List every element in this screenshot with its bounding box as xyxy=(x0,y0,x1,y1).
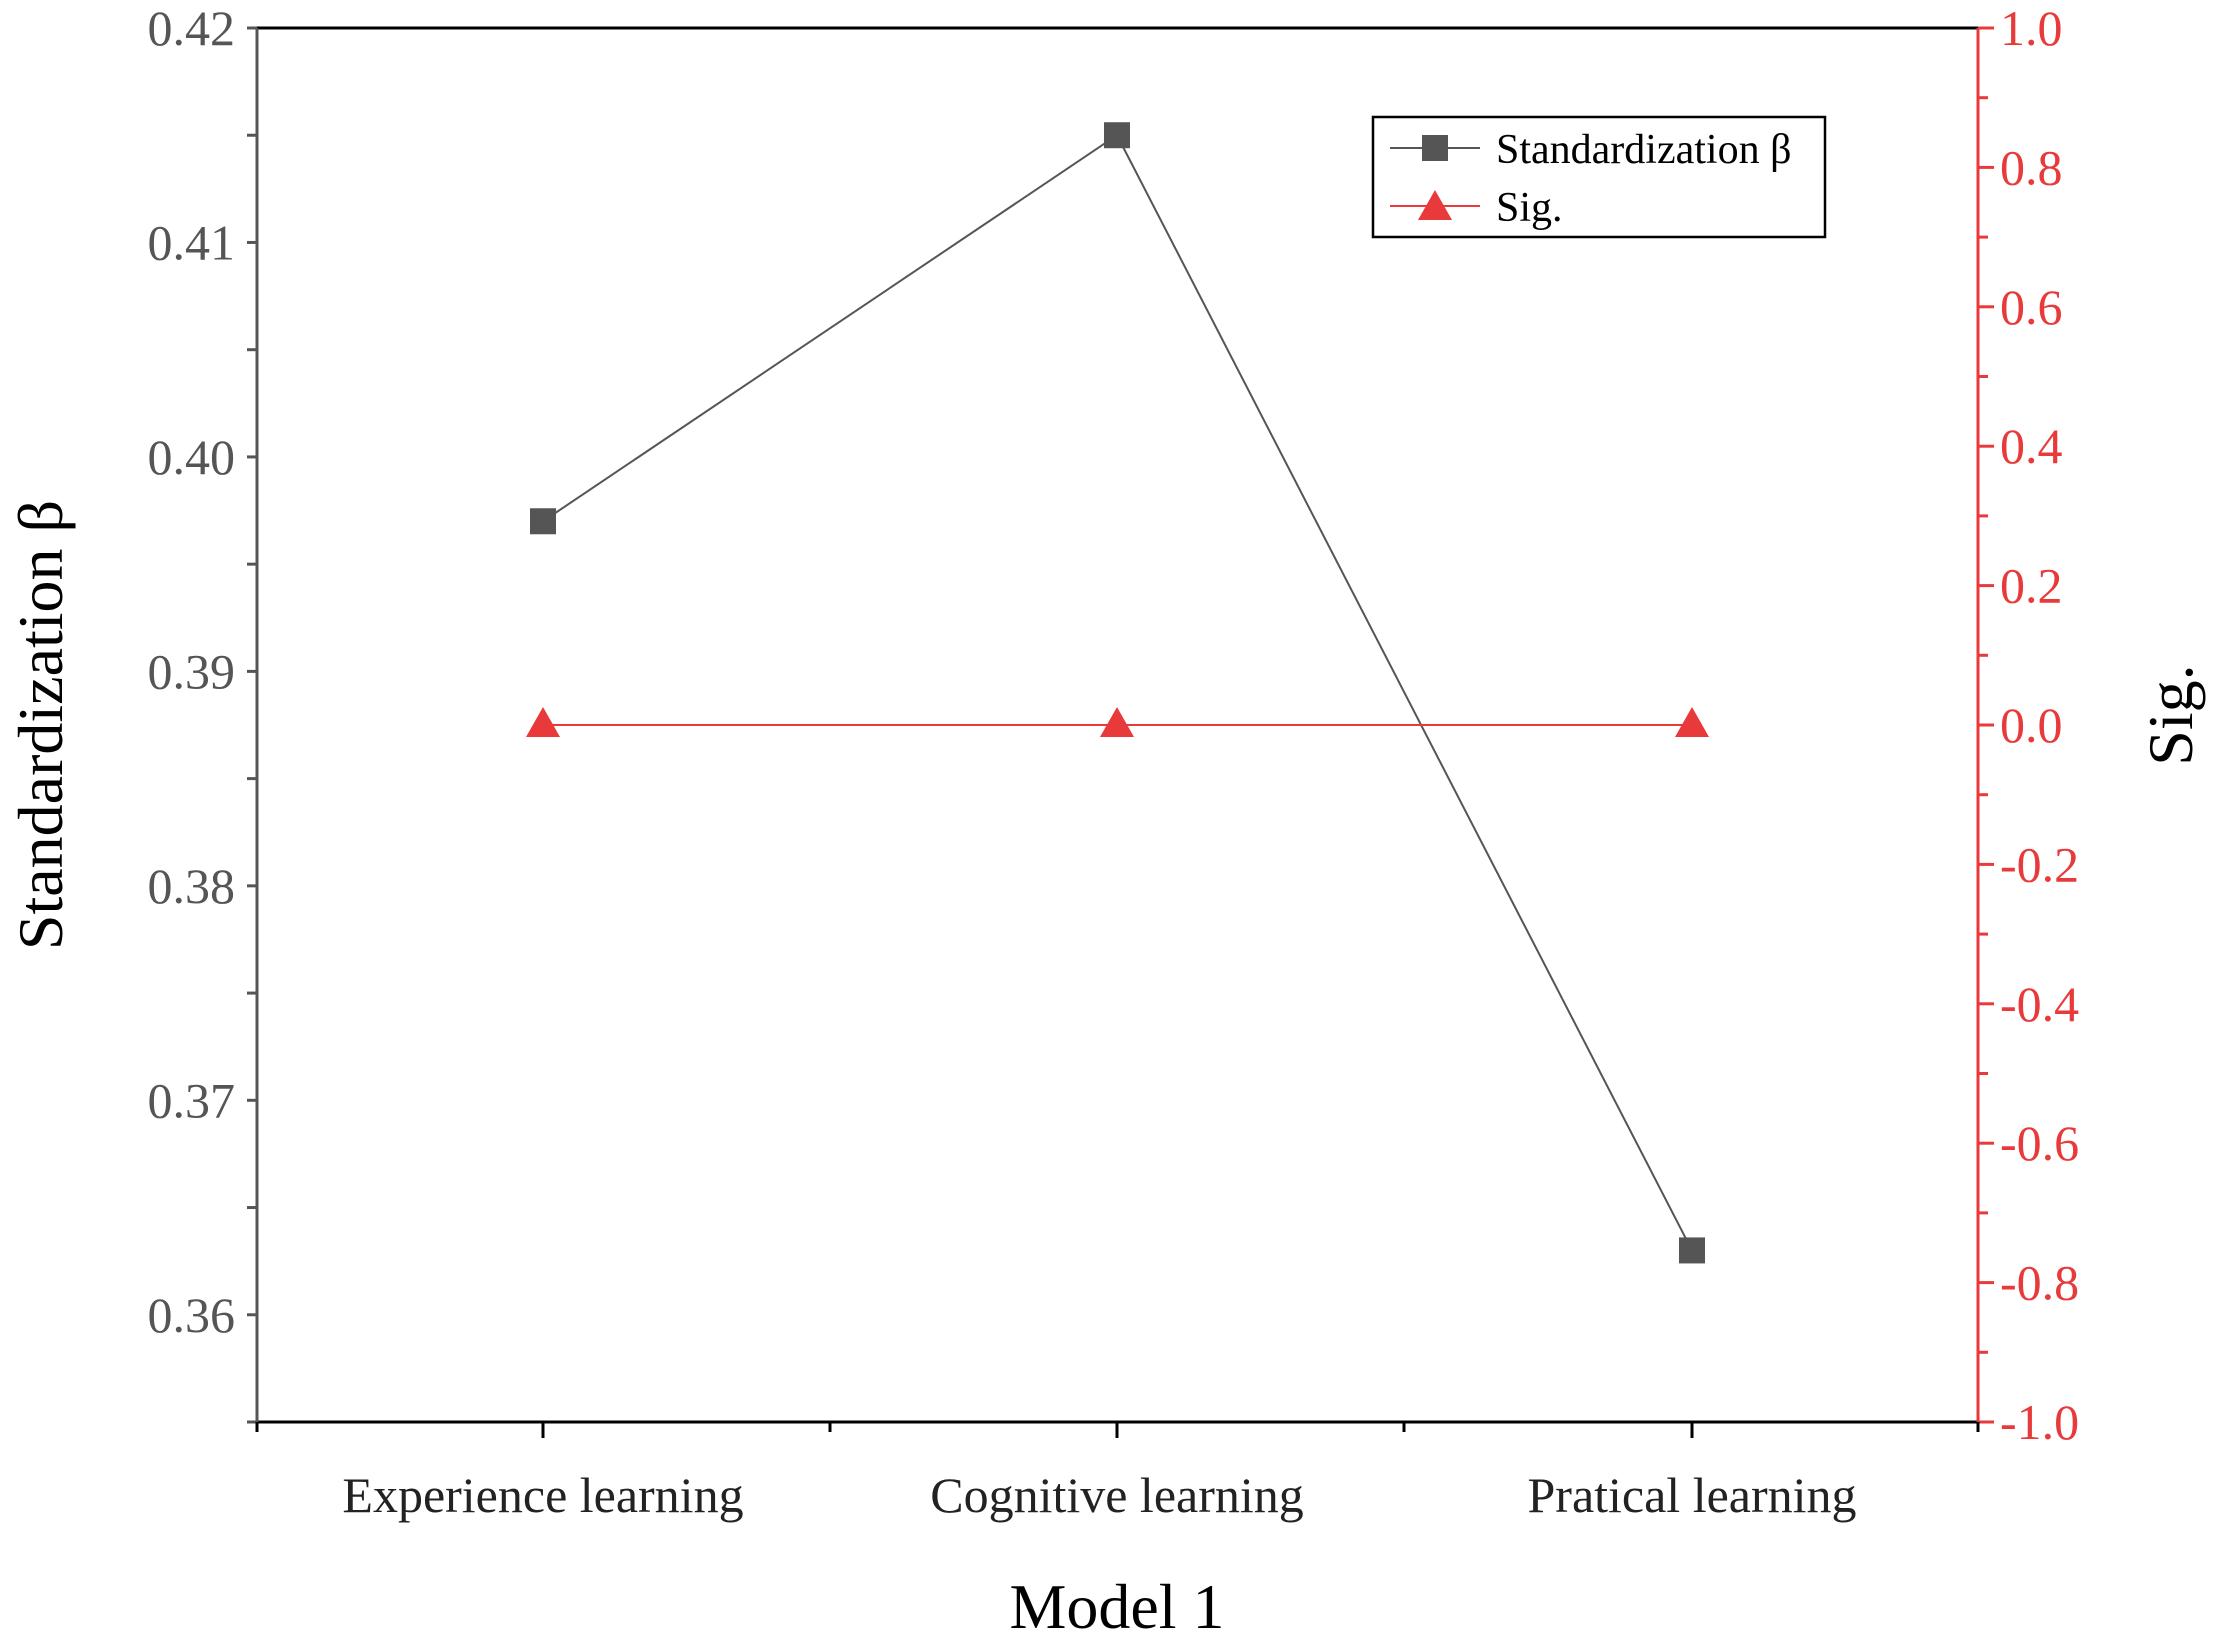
x-tick-label: Cognitive learning xyxy=(930,1467,1304,1523)
right-tick-label: -0.8 xyxy=(2000,1255,2079,1311)
right-tick-label: 0.6 xyxy=(2000,279,2063,335)
right-tick-label: -0.6 xyxy=(2000,1115,2079,1171)
right-axis-title: Sig. xyxy=(2135,664,2206,765)
left-axis-title: Standardization β xyxy=(5,500,76,950)
right-tick-label: -0.2 xyxy=(2000,836,2079,892)
right-tick-label: 0.0 xyxy=(2000,697,2063,753)
x-tick-label: Experience learning xyxy=(342,1467,743,1523)
right-tick-label: 0.8 xyxy=(2000,139,2063,195)
left-tick-label: 0.40 xyxy=(148,429,236,485)
left-tick-label: 0.42 xyxy=(148,0,236,56)
x-tick-label: Pratical learning xyxy=(1527,1467,1856,1523)
x-axis-title: Model 1 xyxy=(1009,1571,1224,1642)
left-axis-ticks: 0.36 0.37 0.38 0.39 0.40 0.41 0.42 xyxy=(148,0,257,1424)
left-tick-label: 0.41 xyxy=(148,214,236,270)
x-axis-ticks: Experience learning Cognitive learning Pra… xyxy=(255,1422,1980,1523)
data-point-triangle xyxy=(1100,707,1134,737)
right-tick-label: 1.0 xyxy=(2000,0,2063,56)
legend-label-standardization: Standardization β xyxy=(1496,127,1791,173)
data-point-triangle xyxy=(526,707,560,737)
right-axis-ticks: -1.0 -0.8 -0.6 -0.4 -0.2 0.0 0.2 0.4 0.6 0.8 1.0 xyxy=(1978,0,2079,1450)
legend-marker-square xyxy=(1422,135,1448,161)
left-tick-label: 0.36 xyxy=(148,1287,236,1343)
series-line-standardization xyxy=(542,133,1693,1251)
right-tick-label: 0.4 xyxy=(2000,418,2063,474)
right-tick-label: 0.2 xyxy=(2000,558,2063,614)
legend-label-sig: Sig. xyxy=(1496,185,1563,231)
legend: Standardization β Sig. xyxy=(1371,115,1827,239)
data-point-square xyxy=(530,508,556,535)
right-tick-label: -0.4 xyxy=(2000,976,2079,1032)
right-tick-label: -1.0 xyxy=(2000,1394,2079,1450)
left-tick-label: 0.37 xyxy=(148,1072,236,1128)
data-point-triangle xyxy=(1675,707,1709,737)
legend-marker-triangle xyxy=(1418,190,1452,220)
data-point-square xyxy=(1679,1237,1705,1264)
data-point-square xyxy=(1104,122,1130,149)
series-layer xyxy=(526,122,1709,1264)
left-tick-label: 0.39 xyxy=(148,643,236,699)
left-tick-label: 0.38 xyxy=(148,858,236,914)
